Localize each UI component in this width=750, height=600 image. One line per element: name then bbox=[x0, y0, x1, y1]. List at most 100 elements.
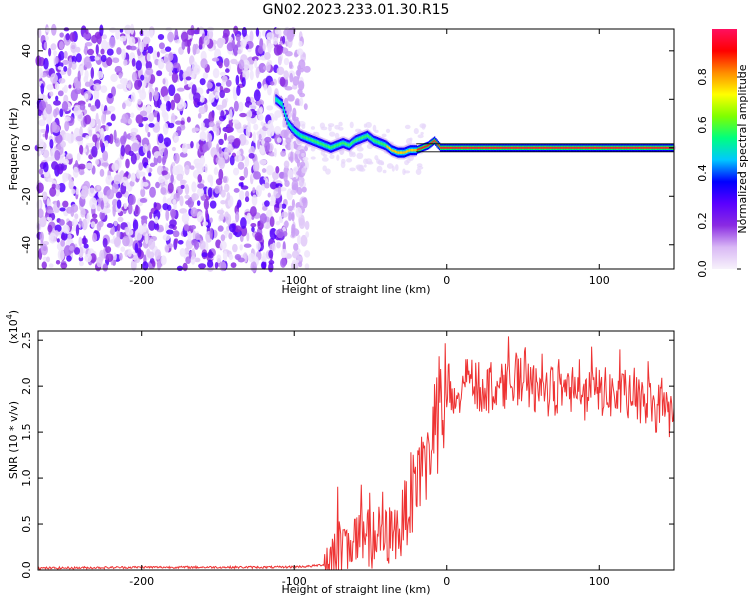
signal-band-core bbox=[482, 146, 485, 149]
noise-blob bbox=[296, 48, 304, 56]
signal-band-core bbox=[553, 146, 555, 149]
signal-band-core bbox=[291, 126, 293, 130]
signal-band-core bbox=[649, 146, 652, 149]
colorbar: 0.0 0.2 0.4 0.6 0.8 Normalized spectral ampl… bbox=[696, 29, 749, 278]
noise-blob bbox=[202, 221, 209, 226]
noise-blob bbox=[189, 165, 195, 170]
signal-band-core bbox=[581, 146, 583, 149]
noise-blob bbox=[96, 185, 101, 190]
noise-blob bbox=[167, 122, 175, 129]
noise-blob bbox=[295, 207, 303, 218]
signal-band-core bbox=[415, 148, 418, 152]
noise-blob bbox=[185, 200, 192, 206]
noise-blob bbox=[295, 98, 300, 106]
signal-band-core bbox=[468, 146, 470, 149]
signal-band-core bbox=[354, 139, 357, 142]
noise-blob bbox=[190, 225, 197, 230]
noise-blob bbox=[153, 89, 159, 102]
noise-blob bbox=[58, 41, 64, 50]
signal-band-core bbox=[542, 146, 544, 149]
noise-blob bbox=[156, 223, 160, 231]
noise-blob bbox=[154, 216, 159, 224]
noise-blob bbox=[266, 32, 275, 41]
noise-blob bbox=[83, 31, 91, 40]
noise-blob bbox=[249, 145, 256, 155]
signal-band-core bbox=[408, 149, 410, 152]
signal-band-core bbox=[576, 146, 579, 149]
noise-blob bbox=[243, 166, 249, 179]
noise-blob bbox=[235, 211, 240, 223]
noise-blob bbox=[130, 112, 135, 118]
signal-band-core bbox=[322, 143, 325, 147]
noise-blob bbox=[216, 209, 225, 215]
noise-blob bbox=[227, 145, 234, 153]
signal-band-core bbox=[610, 146, 613, 149]
signal-band-core bbox=[402, 151, 404, 154]
signal-band-core bbox=[294, 130, 297, 134]
noise-blob bbox=[274, 125, 282, 135]
noise-blob bbox=[151, 260, 156, 267]
noise-blob bbox=[76, 152, 81, 162]
noise-blob bbox=[417, 134, 424, 139]
noise-blob bbox=[94, 99, 101, 109]
noise-blob bbox=[198, 106, 206, 115]
signal-band-core bbox=[419, 147, 421, 150]
signal-band-core bbox=[651, 146, 653, 149]
noise-blob bbox=[112, 57, 120, 64]
signal-band-core bbox=[458, 146, 460, 149]
noise-blob bbox=[228, 253, 234, 261]
noise-blob bbox=[50, 43, 57, 51]
noise-blob bbox=[60, 140, 66, 148]
noise-blob bbox=[106, 41, 110, 51]
noise-blob bbox=[147, 131, 151, 138]
noise-blob bbox=[310, 126, 316, 130]
signal-band-core bbox=[464, 146, 466, 149]
signal-band-core bbox=[327, 145, 330, 149]
signal-band-core bbox=[570, 146, 573, 149]
noise-blob bbox=[99, 249, 105, 262]
noise-blob bbox=[186, 28, 195, 36]
noise-blob bbox=[235, 74, 240, 86]
noise-blob bbox=[206, 81, 213, 89]
signal-band-core bbox=[287, 122, 289, 125]
noise-blob bbox=[79, 126, 83, 137]
signal-band-core bbox=[405, 150, 408, 153]
noise-blob bbox=[128, 36, 136, 47]
signal-band-core bbox=[471, 146, 474, 149]
noise-blob bbox=[163, 111, 169, 123]
signal-band-core bbox=[559, 146, 562, 149]
signal-band-core bbox=[369, 136, 371, 139]
noise-blob bbox=[240, 39, 247, 48]
noise-blob bbox=[248, 64, 254, 71]
signal-band-core bbox=[352, 141, 354, 144]
signal-band-core bbox=[304, 136, 307, 139]
signal-band-core bbox=[392, 149, 394, 152]
noise-blob bbox=[218, 168, 224, 181]
noise-blob bbox=[86, 212, 90, 224]
signal-band-core bbox=[554, 146, 557, 149]
y-tick-label: 2.0 bbox=[20, 377, 33, 395]
noise-blob bbox=[248, 104, 257, 110]
noise-blob bbox=[37, 67, 44, 79]
noise-blob bbox=[92, 232, 98, 243]
noise-blob bbox=[118, 71, 123, 79]
noise-blob bbox=[170, 99, 176, 111]
noise-blob bbox=[243, 243, 252, 248]
noise-blob bbox=[275, 220, 281, 226]
noise-blob bbox=[139, 89, 147, 101]
signal-band-core bbox=[566, 146, 569, 149]
y-tick-label: 40 bbox=[20, 44, 33, 58]
signal-band-core bbox=[636, 146, 638, 149]
noise-blob bbox=[140, 179, 144, 190]
signal-band-core bbox=[492, 146, 494, 149]
noise-blob bbox=[108, 36, 116, 49]
signal-band-core bbox=[548, 146, 551, 149]
signal-band-core bbox=[544, 146, 547, 149]
signal-band-core bbox=[355, 138, 358, 142]
noise-blob bbox=[92, 134, 98, 143]
noise-blob bbox=[199, 95, 205, 103]
noise-blob bbox=[109, 133, 114, 145]
noise-blob bbox=[105, 175, 114, 186]
noise-blob bbox=[223, 87, 231, 94]
signal-band-core bbox=[383, 143, 386, 147]
